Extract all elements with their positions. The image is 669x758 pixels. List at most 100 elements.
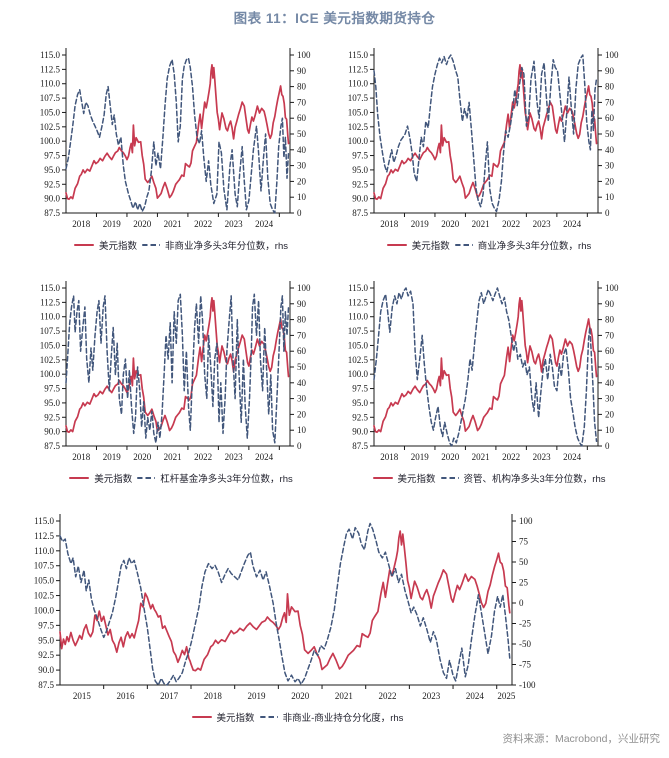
svg-text:75: 75 (519, 537, 529, 547)
svg-text:50: 50 (519, 557, 529, 567)
svg-text:87.5: 87.5 (352, 441, 368, 451)
svg-text:2022: 2022 (502, 219, 520, 229)
svg-text:2024: 2024 (255, 452, 274, 462)
svg-text:0: 0 (297, 441, 302, 451)
usd-index-line-key (74, 243, 94, 247)
svg-text:70: 70 (297, 97, 307, 107)
svg-text:2024: 2024 (563, 219, 582, 229)
legend-label-usd: 美元指数 (397, 474, 436, 485)
svg-text:2019: 2019 (248, 691, 266, 701)
svg-text:105.0: 105.0 (34, 576, 55, 586)
svg-text:50: 50 (605, 129, 615, 139)
svg-text:112.5: 112.5 (348, 297, 368, 307)
svg-text:60: 60 (297, 113, 307, 123)
svg-text:2020: 2020 (441, 452, 460, 462)
svg-text:30: 30 (297, 394, 307, 404)
svg-text:-100: -100 (519, 680, 536, 690)
svg-text:2018: 2018 (72, 219, 91, 229)
svg-text:102.5: 102.5 (34, 591, 55, 601)
svg-text:115.0: 115.0 (348, 50, 368, 60)
svg-text:2023: 2023 (422, 691, 441, 701)
svg-text:97.5: 97.5 (352, 151, 368, 161)
svg-text:2019: 2019 (411, 219, 430, 229)
chart-legend: 美元指数 非商业-商业持仓分化度，rhs (30, 710, 565, 724)
svg-text:0: 0 (605, 208, 610, 218)
figure-title: 图表 11：ICE 美元指数期货持仓 (233, 11, 436, 26)
svg-text:70: 70 (297, 330, 307, 340)
svg-text:112.5: 112.5 (40, 297, 60, 307)
chart-asset-manager-net-long: 87.5 90.0 92.5 95.0 97.5 100.0 102.5 105.0 107.5… (338, 277, 640, 485)
svg-text:107.5: 107.5 (40, 326, 61, 336)
svg-text:0: 0 (297, 208, 302, 218)
svg-text:110.0: 110.0 (34, 546, 54, 556)
svg-text:115.0: 115.0 (348, 283, 368, 293)
svg-text:87.5: 87.5 (38, 680, 54, 690)
svg-text:2022: 2022 (194, 452, 212, 462)
svg-text:95.0: 95.0 (38, 635, 54, 645)
svg-text:90.0: 90.0 (44, 194, 60, 204)
legend-label-usd: 美元指数 (99, 241, 138, 252)
svg-text:50: 50 (605, 362, 615, 372)
svg-text:50: 50 (297, 362, 307, 372)
svg-text:2024: 2024 (255, 219, 274, 229)
usd-index-line-key (69, 476, 90, 480)
chart-legend: 美元指数 资管、机构净多头3年分位数，rhs (338, 471, 640, 485)
svg-text:115.0: 115.0 (40, 50, 60, 60)
svg-text:80: 80 (297, 315, 307, 325)
svg-text:60: 60 (297, 346, 307, 356)
svg-text:40: 40 (605, 378, 615, 388)
svg-text:80: 80 (605, 315, 615, 325)
svg-text:97.5: 97.5 (352, 384, 368, 394)
svg-text:2016: 2016 (117, 691, 136, 701)
legend-label-percentile: 杠杆基金净多头3年分位数，rhs (160, 474, 293, 485)
svg-text:2015: 2015 (73, 691, 92, 701)
chart-legend: 美元指数 商业净多头3年分位数，rhs (338, 238, 640, 252)
svg-text:2019: 2019 (103, 452, 122, 462)
svg-text:92.5: 92.5 (352, 412, 368, 422)
svg-text:20: 20 (605, 409, 615, 419)
svg-text:2022: 2022 (502, 452, 520, 462)
svg-text:2019: 2019 (411, 452, 430, 462)
usd-index-line-key (191, 715, 212, 719)
svg-text:2020: 2020 (291, 691, 310, 701)
svg-text:100.0: 100.0 (348, 369, 369, 379)
legend-label-usd: 美元指数 (411, 241, 450, 252)
svg-text:20: 20 (605, 176, 615, 186)
svg-text:70: 70 (605, 97, 615, 107)
svg-text:95.0: 95.0 (352, 398, 368, 408)
legend-label-percentile: 商业净多头3年分位数，rhs (477, 241, 592, 252)
legend-label-percentile: 非商业-商业持仓分化度，rhs (282, 713, 404, 724)
chart-positioning-divergence: 87.5 90.0 92.5 95.0 97.5 100.0 102.5 105.0 107.5… (30, 510, 565, 724)
svg-text:2023: 2023 (533, 452, 552, 462)
svg-text:90.0: 90.0 (352, 194, 368, 204)
svg-text:100.0: 100.0 (34, 605, 55, 615)
chart-noncommercial-net-long: 87.5 90.0 92.5 95.0 97.5 100.0 102.5 105.0 107.5… (30, 44, 332, 252)
svg-text:2025: 2025 (497, 691, 516, 701)
usd-index-line-key (372, 476, 393, 480)
svg-text:107.5: 107.5 (40, 93, 61, 103)
svg-text:2019: 2019 (103, 219, 122, 229)
svg-text:95.0: 95.0 (44, 165, 60, 175)
svg-text:100.0: 100.0 (348, 136, 369, 146)
svg-text:2022: 2022 (379, 691, 397, 701)
svg-text:90: 90 (297, 299, 307, 309)
percentile-line-key (142, 243, 161, 247)
svg-text:10: 10 (297, 425, 307, 435)
svg-text:2024: 2024 (563, 452, 582, 462)
svg-text:-25: -25 (519, 619, 531, 629)
svg-text:90: 90 (605, 66, 615, 76)
svg-text:2020: 2020 (133, 219, 152, 229)
svg-text:92.5: 92.5 (38, 650, 54, 660)
svg-text:100: 100 (605, 50, 619, 60)
percentile-line-key (454, 243, 473, 247)
svg-text:87.5: 87.5 (352, 208, 368, 218)
svg-text:70: 70 (605, 330, 615, 340)
svg-text:25: 25 (519, 578, 529, 588)
svg-text:0: 0 (605, 441, 610, 451)
svg-text:110.0: 110.0 (40, 79, 60, 89)
svg-text:10: 10 (605, 425, 615, 435)
svg-text:2021: 2021 (164, 452, 182, 462)
svg-text:-50: -50 (519, 639, 531, 649)
svg-text:2023: 2023 (225, 452, 244, 462)
